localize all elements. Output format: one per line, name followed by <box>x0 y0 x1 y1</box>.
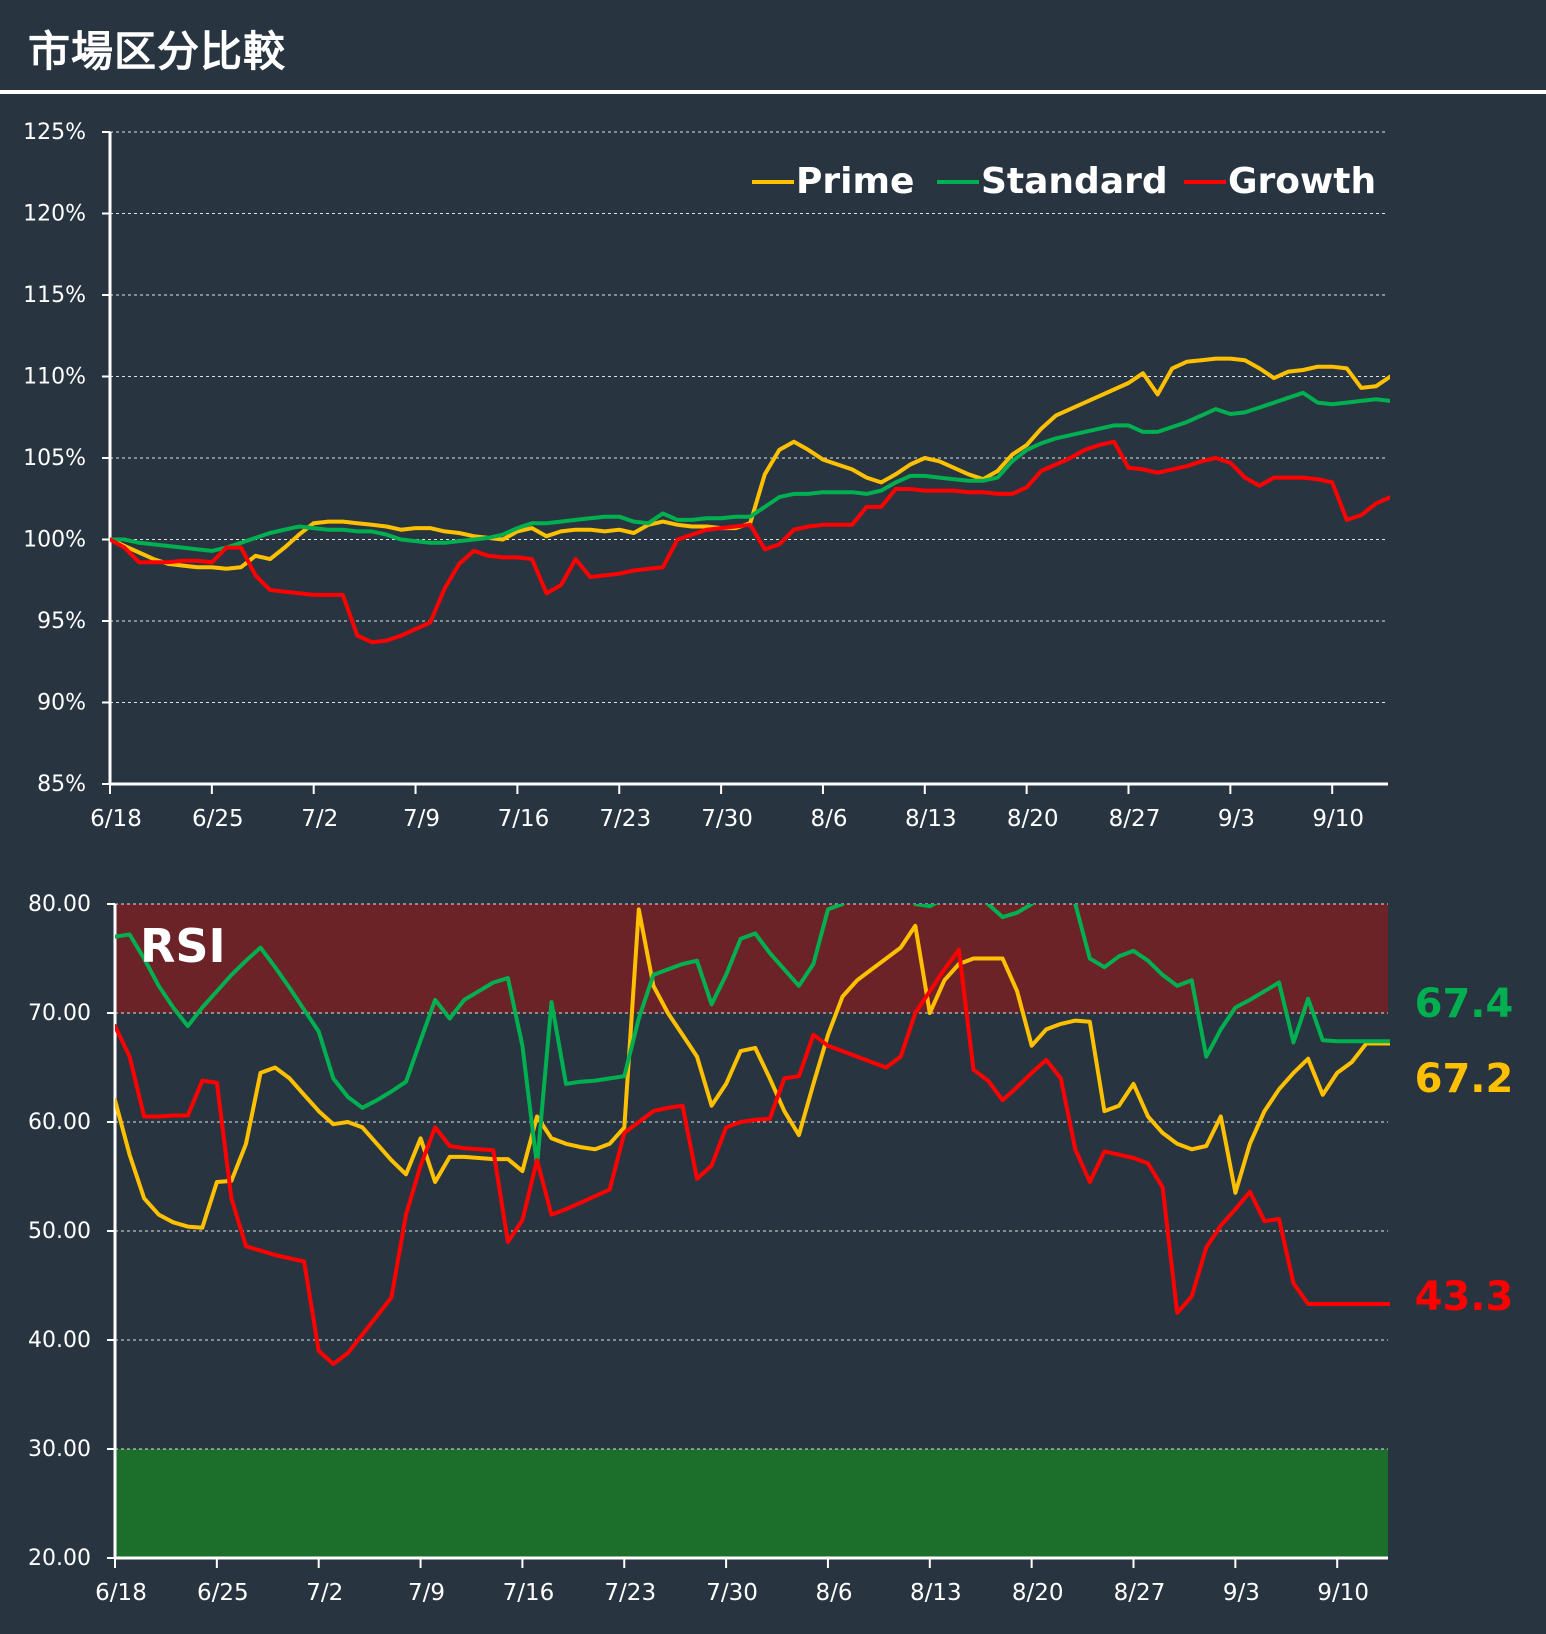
x-tick-label-8-13: 8/13 <box>910 1580 962 1606</box>
x-tick-label-8-6: 8/6 <box>815 1580 852 1606</box>
y-tick-label-20-00: 20.00 <box>28 1546 91 1571</box>
y-tick-label-85-: 85% <box>37 772 86 797</box>
x-tick-label-8-6: 8/6 <box>810 806 847 832</box>
x-tick-label-8-13: 8/13 <box>905 806 957 832</box>
series-line-growth <box>110 439 1390 645</box>
x-tick-label-7-30: 7/30 <box>706 1580 758 1606</box>
x-tick-label-8-20: 8/20 <box>1007 806 1059 832</box>
plot-area <box>110 356 1390 645</box>
x-tick-label-7-16: 7/16 <box>503 1580 555 1606</box>
x-tick-label-7-2: 7/2 <box>306 1580 343 1606</box>
y-tick-label-125-: 125% <box>23 120 86 145</box>
page-title: 市場区分比較 <box>28 27 287 76</box>
x-tick-label-7-9: 7/9 <box>403 806 440 832</box>
x-tick-label-7-2: 7/2 <box>301 806 338 832</box>
legend-label-standard: Standard <box>981 161 1168 202</box>
rsi-chart-svg: 20.00 30.00 40.00 50.00 60.00 70.00 80.00 6/18 6… <box>28 892 1514 1606</box>
y-tick-label-50-00: 50.00 <box>28 1219 91 1244</box>
series-line-growth <box>115 947 1390 1366</box>
legend-label-growth: Growth <box>1228 161 1376 202</box>
x-tick-label-8-27: 8/27 <box>1114 1580 1166 1606</box>
header-bar: 市場区分比較 <box>0 0 1546 94</box>
x-tick-label-9-3: 9/3 <box>1218 806 1255 832</box>
series-line-standard <box>110 390 1390 553</box>
zone-oversold <box>115 1449 1388 1558</box>
x-tick-label-6-25: 6/25 <box>192 806 244 832</box>
plot-area <box>115 904 1390 1366</box>
rsi-chart: 20.00 30.00 40.00 50.00 60.00 70.00 80.00 6/18 6… <box>0 880 1546 1630</box>
legend-label-prime: Prime <box>796 161 914 202</box>
x-tick-label-7-23: 7/23 <box>604 1580 656 1606</box>
x-tick-label-8-20: 8/20 <box>1012 1580 1064 1606</box>
x-tick-label-9-3: 9/3 <box>1223 1580 1260 1606</box>
y-tick-label-115-: 115% <box>23 283 86 308</box>
y-tick-label-110-: 110% <box>23 365 86 390</box>
y-tick-label-105-: 105% <box>23 446 86 471</box>
end-label-standard: 67.4 <box>1415 981 1514 1027</box>
end-label-growth: 43.3 <box>1415 1274 1514 1320</box>
y-tick-label-120-: 120% <box>23 202 86 227</box>
x-tick-label-7-30: 7/30 <box>701 806 753 832</box>
y-tick-label-90-: 90% <box>37 691 86 716</box>
performance-chart-svg: 85% 90% 95% 100% 105% 110% 115% 120% 125% 6/18 6/2… <box>23 120 1390 832</box>
x-tick-label-9-10: 9/10 <box>1317 1580 1369 1606</box>
y-tick-label-70-00: 70.00 <box>28 1001 91 1026</box>
y-tick-label-100-: 100% <box>23 528 86 553</box>
y-tick-label-60-00: 60.00 <box>28 1110 91 1135</box>
x-tick-label-7-16: 7/16 <box>498 806 550 832</box>
x-tick-label-9-10: 9/10 <box>1312 806 1364 832</box>
series-line-prime <box>115 907 1390 1230</box>
y-tick-label-95-: 95% <box>37 609 86 634</box>
x-tick-label-7-23: 7/23 <box>599 806 651 832</box>
series-line-standard <box>115 904 1390 1168</box>
x-tick-label-6-25: 6/25 <box>197 1580 249 1606</box>
y-tick-label-80-00: 80.00 <box>28 892 91 917</box>
x-tick-label-7-9: 7/9 <box>408 1580 445 1606</box>
rsi-title: RSI <box>140 919 226 973</box>
end-label-prime: 67.2 <box>1415 1056 1514 1102</box>
x-tick-label-6-18: 6/18 <box>95 1580 147 1606</box>
x-tick-label-6-18: 6/18 <box>90 806 142 832</box>
y-tick-label-40-00: 40.00 <box>28 1328 91 1353</box>
relative-performance-chart: 85% 90% 95% 100% 105% 110% 115% 120% 125% 6/18 6/2… <box>0 96 1546 836</box>
x-tick-label-8-27: 8/27 <box>1109 806 1161 832</box>
y-tick-label-30-00: 30.00 <box>28 1437 91 1462</box>
zone-overbought <box>115 904 1388 1013</box>
